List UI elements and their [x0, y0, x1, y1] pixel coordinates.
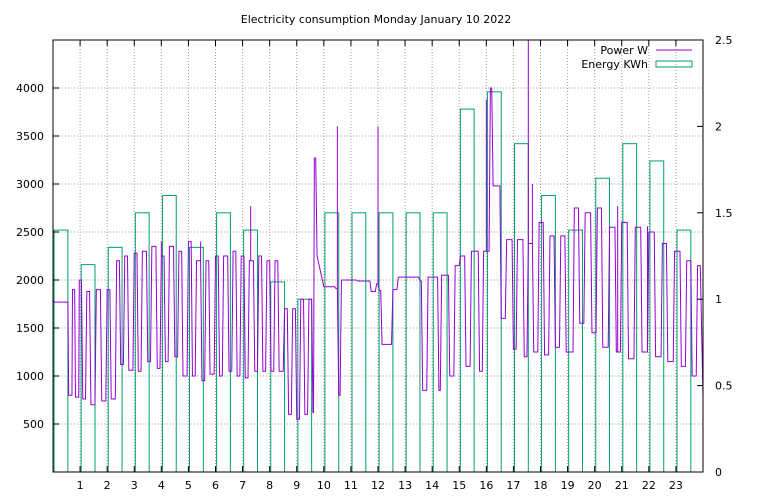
y-left-tick-label: 3500	[16, 130, 44, 143]
energy-bar	[270, 281, 286, 473]
x-tick-label: 14	[425, 479, 439, 492]
energy-bar	[324, 212, 340, 473]
x-tick-label: 4	[158, 479, 165, 492]
x-tick-label: 3	[131, 479, 138, 492]
x-tick-label: 12	[371, 479, 385, 492]
legend-label-power: Power W	[600, 44, 648, 57]
energy-bar	[80, 264, 96, 473]
y-left-tick-label: 1500	[16, 322, 44, 335]
x-tick-label: 17	[506, 479, 520, 492]
power-line	[52, 40, 704, 420]
x-tick-label: 16	[479, 479, 493, 492]
y-left-tick-label: 4000	[16, 82, 44, 95]
x-tick-label: 22	[642, 479, 656, 492]
x-tick-label: 1	[77, 479, 84, 492]
y-left-tick-label: 1000	[16, 370, 44, 383]
x-tick-label: 20	[588, 479, 602, 492]
energy-bar	[432, 212, 448, 473]
x-tick-label: 6	[212, 479, 219, 492]
y-right-tick-label: 0	[715, 466, 722, 479]
x-tick-label: 7	[239, 479, 246, 492]
energy-bar	[459, 108, 475, 473]
energy-bar	[405, 212, 421, 473]
y-left-tick-label: 3000	[16, 178, 44, 191]
legend-label-energy: Energy KWh	[581, 58, 648, 71]
x-tick-label: 8	[266, 479, 273, 492]
energy-bar	[568, 229, 583, 473]
x-tick-label: 9	[293, 479, 300, 492]
y-right-tick-label: 2.5	[715, 34, 733, 47]
x-tick-label: 21	[615, 479, 629, 492]
x-tick-label: 2	[104, 479, 111, 492]
energy-bar	[243, 229, 258, 473]
x-tick-label: 5	[185, 479, 192, 492]
y-right-tick-label: 1.5	[715, 207, 733, 220]
x-tick-label: 18	[534, 479, 548, 492]
energy-bar	[378, 212, 394, 473]
y-left-tick-label: 2500	[16, 226, 44, 239]
y-right-tick-label: 0.5	[715, 380, 733, 393]
energy-bar	[676, 229, 692, 473]
axes	[52, 39, 704, 473]
chart-title: Electricity consumption Monday January 1…	[241, 13, 511, 26]
x-tick-label: 13	[398, 479, 412, 492]
x-tick-label: 10	[317, 479, 331, 492]
y-left-tick-label: 500	[23, 418, 44, 431]
y-left-tick-label: 2000	[16, 274, 44, 287]
energy-bar	[351, 212, 367, 473]
y-right-tick-label: 2	[715, 120, 722, 133]
tick-labels: 1 2 3 4 5 6 7 8 9 10 11 12 13 14 15 16 17 18 19 20 21 22 23500…	[16, 34, 733, 492]
energy-bar	[53, 229, 69, 473]
x-tick-label: 23	[669, 479, 683, 492]
y-right-tick-label: 1	[715, 293, 722, 306]
legend-swatch-energy	[655, 60, 693, 68]
x-tick-label: 19	[561, 479, 575, 492]
power-line-path	[52, 87, 704, 420]
energy-bars	[53, 91, 692, 473]
x-tick-label: 15	[452, 479, 466, 492]
x-tick-label: 11	[344, 479, 358, 492]
